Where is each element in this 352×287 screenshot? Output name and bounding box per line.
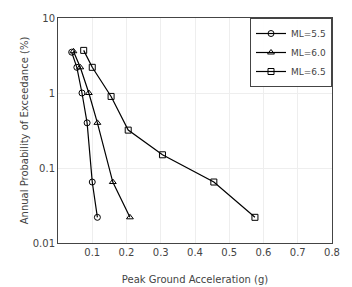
svg-text:0.3: 0.3 <box>153 247 169 258</box>
svg-text:Annual Probability of Exceedan: Annual Probability of Exceedance (%) <box>19 37 30 225</box>
svg-text:ML=5.5: ML=5.5 <box>291 29 326 39</box>
svg-text:Peak Ground Acceleration (g): Peak Ground Acceleration (g) <box>122 274 268 285</box>
svg-text:0.2: 0.2 <box>119 247 135 258</box>
svg-text:ML=6.0: ML=6.0 <box>291 48 326 58</box>
svg-text:0.5: 0.5 <box>221 247 237 258</box>
svg-text:0.1: 0.1 <box>84 247 100 258</box>
svg-text:1: 1 <box>49 88 55 99</box>
svg-text:0.6: 0.6 <box>256 247 272 258</box>
svg-text:10: 10 <box>42 13 55 24</box>
svg-text:ML=6.5: ML=6.5 <box>291 67 326 77</box>
svg-text:0.1: 0.1 <box>39 163 55 174</box>
svg-text:0.4: 0.4 <box>187 247 203 258</box>
svg-text:0.7: 0.7 <box>290 247 306 258</box>
svg-text:0.8: 0.8 <box>324 247 340 258</box>
svg-text:0.01: 0.01 <box>33 238 55 249</box>
